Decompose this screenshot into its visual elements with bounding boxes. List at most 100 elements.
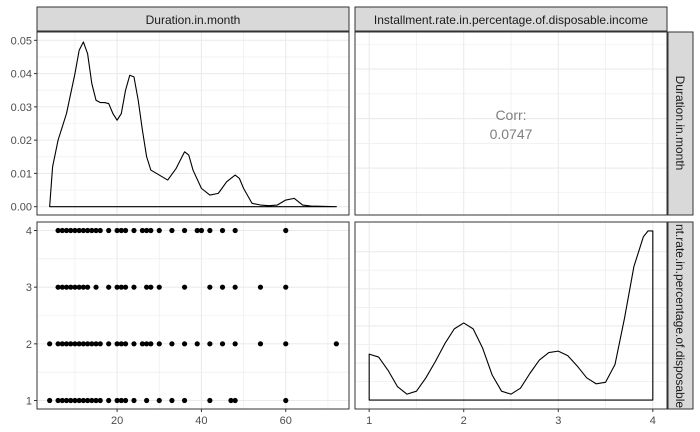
scatter-point	[72, 227, 78, 234]
scatter-point	[232, 397, 238, 404]
scatter-point	[76, 227, 82, 234]
scatter-point	[68, 397, 74, 404]
scatter-point	[122, 397, 129, 404]
scatter-point	[68, 284, 74, 290]
scatter-point	[139, 227, 146, 234]
scatter-point	[257, 284, 264, 290]
density-rate-line	[368, 230, 654, 401]
scatter-point	[207, 397, 213, 404]
scatter-point	[232, 227, 238, 234]
rate-x-tick-label: 2	[461, 415, 467, 427]
scatter-point	[283, 397, 289, 404]
strip-top-label-2: Installment.rate.in.percentage.of.dispos…	[374, 13, 648, 27]
rate-x-tick-label: 1	[366, 415, 372, 427]
scatter-point	[97, 341, 103, 347]
scatter-point	[181, 284, 188, 290]
scatter-point	[114, 227, 120, 234]
scatter-point	[55, 284, 61, 290]
scatter-point	[89, 227, 95, 234]
scatter-point	[283, 284, 289, 290]
scatter-point	[144, 397, 150, 404]
density-y-tick-label: 0.02	[11, 135, 32, 147]
scatter-point	[63, 397, 70, 404]
scatter-point	[131, 227, 137, 234]
scatter-point	[122, 341, 129, 347]
duration-x-tick-label: 20	[111, 415, 123, 427]
scatter-point	[114, 341, 120, 347]
rate-y-tick-label: 4	[26, 226, 32, 238]
scatter-point	[283, 341, 289, 347]
scatter-point	[219, 227, 226, 234]
scatter-point	[219, 341, 226, 347]
scatter-point	[55, 227, 61, 234]
frame-scatter	[36, 221, 350, 410]
strip-top-label-1: Duration.in.month	[146, 13, 241, 27]
scatter-point	[131, 341, 137, 347]
scatter-point	[207, 284, 213, 290]
scatter-point	[93, 341, 99, 347]
scatter-point	[93, 397, 99, 404]
scatter-point	[333, 341, 339, 347]
scatter-point	[84, 341, 91, 347]
rate-x-tick-label: 4	[650, 415, 656, 427]
frame-density-duration	[36, 31, 350, 216]
corr-value: 0.0747	[490, 126, 533, 142]
scatter-point	[72, 397, 78, 404]
scatter-point	[47, 397, 53, 404]
corr-label: Corr:	[495, 107, 526, 123]
scatter-point	[72, 284, 78, 290]
density-duration-line	[49, 41, 337, 208]
scatter-point	[198, 227, 205, 234]
scatter-point	[257, 341, 264, 347]
scatter-point	[84, 227, 91, 234]
scatter-point	[55, 397, 61, 404]
scatter-point	[207, 341, 213, 347]
scatter-point	[131, 397, 137, 404]
scatter-point	[169, 341, 175, 347]
scatter-point	[148, 341, 154, 347]
scatter-point	[106, 397, 112, 404]
rate-x-tick-label: 3	[555, 415, 561, 427]
scatter-point	[156, 227, 162, 234]
scatter-point	[97, 227, 103, 234]
density-y-tick-label: 0.05	[11, 35, 32, 47]
density-y-tick-label: 0.03	[11, 102, 32, 114]
scatter-point	[80, 341, 86, 347]
scatter-point	[55, 341, 61, 347]
strip-top-2	[354, 6, 668, 32]
strip-right-label-2: nt.rate.in.percentage.of.disposable	[673, 224, 687, 408]
scatter-point	[93, 227, 99, 234]
scatter-point	[148, 227, 154, 234]
scatter-point	[118, 227, 124, 234]
scatter-point	[207, 227, 213, 234]
marks-layer	[47, 41, 654, 404]
scatter-point	[106, 227, 112, 234]
scatter-point	[68, 341, 74, 347]
scatter-point	[169, 397, 175, 404]
strip-top-1	[36, 6, 350, 32]
scatter-point	[47, 341, 53, 347]
scatter-point	[148, 284, 154, 290]
scatter-point	[139, 341, 146, 347]
scatter-point	[194, 341, 200, 347]
scatter-point	[89, 341, 95, 347]
strip-right-1	[667, 31, 694, 216]
strip-right-label-1: Duration.in.month	[673, 76, 687, 171]
scatter-point	[106, 341, 112, 347]
scatter-point	[114, 397, 120, 404]
scatter-point	[283, 227, 289, 234]
scatter-point	[59, 284, 65, 290]
frame-density-rate	[354, 221, 668, 410]
scatter-point	[63, 341, 70, 347]
scatter-point	[232, 341, 238, 347]
scatter-point	[181, 227, 188, 234]
rate-y-tick-label: 2	[26, 339, 32, 351]
scatter-point	[144, 341, 150, 347]
scatter-point	[76, 341, 82, 347]
scatter-point	[156, 341, 162, 347]
scatter-point	[93, 284, 99, 290]
scatter-point	[59, 397, 65, 404]
scatter-point	[76, 284, 82, 290]
duration-x-tick-label: 60	[280, 415, 292, 427]
